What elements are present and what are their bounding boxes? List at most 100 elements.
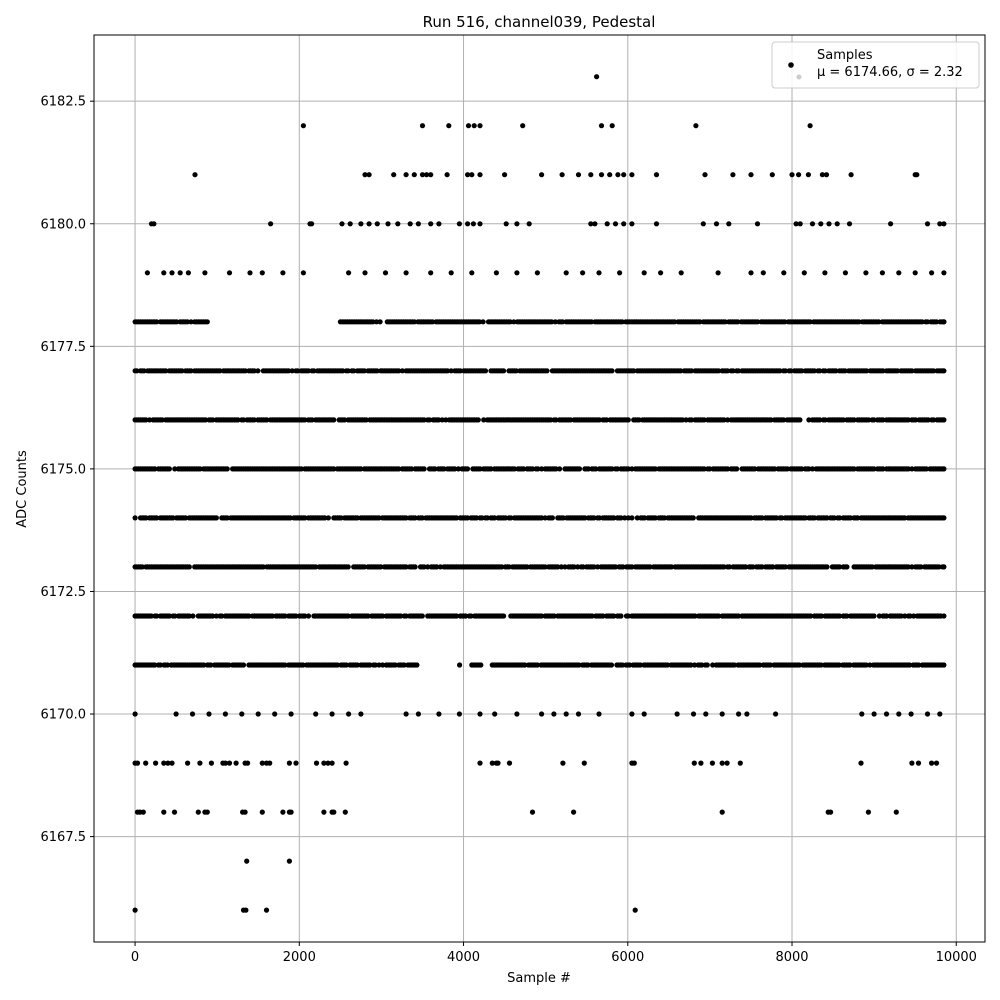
data-point xyxy=(725,368,731,374)
data-point xyxy=(468,613,474,619)
data-point xyxy=(893,809,899,815)
data-point xyxy=(701,466,707,472)
data-point xyxy=(143,515,149,521)
data-point xyxy=(905,417,911,423)
data-point xyxy=(272,711,278,717)
data-point xyxy=(863,270,869,276)
data-point xyxy=(736,711,742,717)
data-point xyxy=(811,368,818,374)
data-point xyxy=(366,172,372,178)
data-point xyxy=(571,564,577,570)
data-point xyxy=(280,809,286,815)
data-point xyxy=(152,662,158,668)
data-point xyxy=(367,662,373,668)
data-point xyxy=(403,613,409,619)
data-point xyxy=(343,662,349,668)
data-point xyxy=(641,515,648,521)
data-point xyxy=(403,515,409,521)
data-point xyxy=(401,662,407,668)
data-point xyxy=(343,760,349,766)
data-point xyxy=(139,564,145,570)
legend-label-samples: Samples xyxy=(817,48,873,63)
data-point xyxy=(710,662,716,668)
data-point xyxy=(585,466,592,472)
data-point xyxy=(755,319,761,325)
data-point xyxy=(501,368,507,374)
data-point xyxy=(768,417,774,423)
data-point xyxy=(721,564,727,570)
y-tick-label: 6167.5 xyxy=(41,830,87,845)
data-point xyxy=(692,662,698,668)
data-point xyxy=(539,613,545,619)
data-point xyxy=(286,760,292,766)
data-point xyxy=(358,221,364,227)
data-point xyxy=(434,564,440,570)
data-point xyxy=(419,172,426,178)
data-point xyxy=(473,515,480,521)
data-point xyxy=(477,172,483,178)
data-point xyxy=(305,368,312,374)
data-point xyxy=(871,417,877,423)
data-point xyxy=(911,613,917,619)
data-point xyxy=(725,466,731,472)
data-point xyxy=(429,319,436,325)
data-point xyxy=(826,221,832,227)
data-point xyxy=(514,221,520,227)
data-point xyxy=(366,221,372,227)
data-point xyxy=(351,368,357,374)
data-point xyxy=(822,417,828,423)
data-point xyxy=(619,319,625,325)
data-point xyxy=(244,858,250,864)
data-point xyxy=(354,662,360,668)
data-point xyxy=(757,662,763,668)
data-point xyxy=(549,515,556,521)
data-point xyxy=(625,613,631,619)
data-point xyxy=(374,368,380,374)
data-point xyxy=(457,368,463,374)
data-point xyxy=(415,221,421,227)
data-point xyxy=(321,760,327,766)
data-point xyxy=(492,711,498,717)
data-point xyxy=(242,368,248,374)
data-point xyxy=(631,368,637,374)
data-point xyxy=(331,466,337,472)
data-point xyxy=(329,760,335,766)
data-point xyxy=(373,319,380,325)
data-point xyxy=(784,466,790,472)
data-point xyxy=(871,711,877,717)
data-point xyxy=(329,711,335,717)
data-point xyxy=(914,172,920,178)
data-point xyxy=(251,368,257,374)
data-point xyxy=(305,613,312,619)
data-point xyxy=(539,515,545,521)
data-point xyxy=(941,515,947,521)
data-point xyxy=(503,221,509,227)
data-point xyxy=(631,760,637,766)
data-point xyxy=(154,319,160,325)
data-point xyxy=(811,515,818,521)
data-point xyxy=(688,662,694,668)
data-point xyxy=(477,466,483,472)
data-point xyxy=(439,417,445,423)
data-point xyxy=(372,662,378,668)
data-point xyxy=(567,417,574,423)
data-point xyxy=(876,613,883,619)
data-point xyxy=(157,662,163,668)
data-point xyxy=(132,907,138,913)
data-point xyxy=(511,319,517,325)
data-point xyxy=(153,760,159,766)
data-point xyxy=(428,172,434,178)
data-point xyxy=(856,319,862,325)
data-point xyxy=(345,613,351,619)
data-point xyxy=(931,417,937,423)
data-point xyxy=(933,319,940,325)
data-point xyxy=(622,515,628,521)
data-point xyxy=(143,417,149,423)
data-point xyxy=(298,466,304,472)
data-point xyxy=(154,613,160,619)
data-point xyxy=(454,613,460,619)
data-point xyxy=(477,760,483,766)
data-point xyxy=(188,319,194,325)
data-point xyxy=(463,613,469,619)
data-point xyxy=(300,662,306,668)
